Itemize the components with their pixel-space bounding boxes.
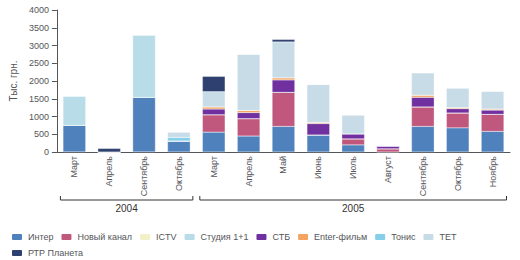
svg-text:1500: 1500 <box>29 94 49 104</box>
svg-text:2005: 2005 <box>342 203 365 214</box>
svg-text:Сентябрь: Сентябрь <box>139 156 149 197</box>
svg-text:Новый канал: Новый канал <box>77 232 132 242</box>
svg-text:3000: 3000 <box>29 41 49 51</box>
svg-text:Март: Март <box>69 156 79 178</box>
svg-text:Октябрь: Октябрь <box>453 156 463 191</box>
svg-text:Август: Август <box>383 156 393 183</box>
svg-text:500: 500 <box>34 129 49 139</box>
svg-text:Студия 1+1: Студия 1+1 <box>201 232 249 242</box>
svg-text:Апрель: Апрель <box>104 156 114 187</box>
svg-text:ICTV: ICTV <box>156 232 177 242</box>
svg-text:Ноябрь: Ноябрь <box>488 156 498 188</box>
svg-text:РТР Планета: РТР Планета <box>28 248 83 258</box>
svg-text:ТЕТ: ТЕТ <box>439 232 457 242</box>
svg-text:Enter-фильм: Enter-фильм <box>314 232 367 242</box>
svg-text:3500: 3500 <box>29 23 49 33</box>
svg-text:2000: 2000 <box>29 76 49 86</box>
svg-text:Март: Март <box>209 156 219 178</box>
svg-text:1000: 1000 <box>29 112 49 122</box>
svg-text:Апрель: Апрель <box>244 156 254 187</box>
svg-text:Сентябрь: Сентябрь <box>418 156 428 197</box>
svg-text:Тонис: Тонис <box>391 232 416 242</box>
svg-text:Интер: Интер <box>28 232 53 242</box>
svg-text:Июль: Июль <box>348 156 358 179</box>
svg-text:0: 0 <box>44 147 49 157</box>
svg-text:СТБ: СТБ <box>272 232 290 242</box>
svg-text:Тыс. грн.: Тыс. грн. <box>8 61 19 102</box>
svg-text:4000: 4000 <box>29 5 49 15</box>
svg-text:2004: 2004 <box>116 203 139 214</box>
svg-text:2500: 2500 <box>29 58 49 68</box>
svg-text:Июнь: Июнь <box>313 156 323 179</box>
svg-text:Октябрь: Октябрь <box>174 156 184 191</box>
svg-text:Май: Май <box>278 156 288 174</box>
